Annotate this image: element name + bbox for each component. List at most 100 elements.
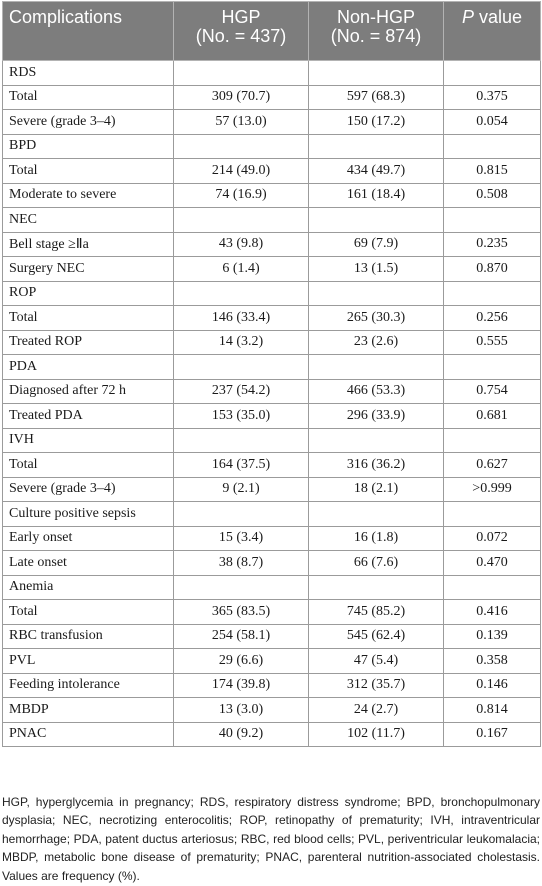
p-value-cell: 0.072 [443, 525, 541, 551]
table-row: Total 309 (70.7) 597 (68.3) 0.375 [2, 84, 541, 110]
table-header: Complications HGP (No. = 437) Non-HGP (N… [2, 1, 541, 61]
non-hgp-value-cell: 24 (2.7) [308, 697, 444, 723]
non-hgp-value-cell: 597 (68.3) [308, 84, 444, 110]
p-value-cell: 0.235 [443, 231, 541, 257]
non-hgp-value-cell: 434 (49.7) [308, 158, 444, 184]
p-value-cell: 0.054 [443, 109, 541, 135]
p-value-cell [443, 207, 541, 233]
row-label-cell: BPD [2, 133, 174, 159]
p-value-cell: 0.814 [443, 697, 541, 723]
header-non-hgp-count: (No. = 874) [330, 26, 422, 46]
non-hgp-value-cell: 102 (11.7) [308, 721, 444, 747]
table-footnote: HGP, hyperglycemia in pregnancy; RDS, re… [2, 795, 540, 883]
header-p-symbol: P [461, 7, 474, 27]
row-label-cell: Total [2, 305, 174, 331]
header-hgp: HGP (No. = 437) [173, 1, 309, 61]
table-row: PNAC 40 (9.2) 102 (11.7) 0.167 [2, 721, 541, 747]
complications-table: Complications HGP (No. = 437) Non-HGP (N… [2, 1, 541, 747]
non-hgp-value-cell: 466 (53.3) [308, 378, 444, 404]
p-value-cell [443, 427, 541, 453]
non-hgp-value-cell: 16 (1.8) [308, 525, 444, 551]
row-label-cell: Early onset [2, 525, 174, 551]
hgp-value-cell: 309 (70.7) [173, 84, 309, 110]
p-value-cell: 0.470 [443, 550, 541, 576]
row-label-cell: Bell stage ≥Ⅱa [2, 231, 174, 257]
table-row: RBC transfusion 254 (58.1) 545 (62.4) 0.139 [2, 623, 541, 649]
table-row: RDS [2, 60, 541, 86]
row-label-cell: PDA [2, 354, 174, 380]
row-label-cell: Treated ROP [2, 329, 174, 355]
table-row: Diagnosed after 72 h 237 (54.2) 466 (53.3)… [2, 378, 541, 404]
hgp-value-cell: 254 (58.1) [173, 623, 309, 649]
table-row: Total 214 (49.0) 434 (49.7) 0.815 [2, 158, 541, 184]
p-value-cell: 0.167 [443, 721, 541, 747]
non-hgp-value-cell [308, 133, 444, 159]
hgp-value-cell: 29 (6.6) [173, 648, 309, 674]
p-value-cell: 0.870 [443, 256, 541, 282]
hgp-value-cell: 164 (37.5) [173, 452, 309, 478]
row-label-cell: ROP [2, 280, 174, 306]
hgp-value-cell [173, 501, 309, 527]
hgp-value-cell [173, 133, 309, 159]
p-value-cell: 0.754 [443, 378, 541, 404]
table-row: MBDP 13 (3.0) 24 (2.7) 0.814 [2, 697, 541, 723]
row-label-cell: Severe (grade 3–4) [2, 476, 174, 502]
hgp-value-cell: 9 (2.1) [173, 476, 309, 502]
p-value-cell [443, 280, 541, 306]
hgp-value-cell [173, 207, 309, 233]
non-hgp-value-cell: 545 (62.4) [308, 623, 444, 649]
p-value-cell [443, 133, 541, 159]
hgp-value-cell: 237 (54.2) [173, 378, 309, 404]
hgp-value-cell: 214 (49.0) [173, 158, 309, 184]
header-non-hgp-label: Non-HGP [336, 7, 416, 27]
p-value-cell: 0.146 [443, 672, 541, 698]
hgp-value-cell: 40 (9.2) [173, 721, 309, 747]
table-row: Feeding intolerance 174 (39.8) 312 (35.7) 0… [2, 672, 541, 698]
row-label-cell: Total [2, 452, 174, 478]
hgp-value-cell: 14 (3.2) [173, 329, 309, 355]
row-label-cell: Surgery NEC [2, 256, 174, 282]
header-row: Complications HGP (No. = 437) Non-HGP (N… [2, 1, 541, 61]
p-value-cell: 0.627 [443, 452, 541, 478]
non-hgp-value-cell: 69 (7.9) [308, 231, 444, 257]
non-hgp-value-cell: 312 (35.7) [308, 672, 444, 698]
non-hgp-value-cell [308, 207, 444, 233]
non-hgp-value-cell: 745 (85.2) [308, 599, 444, 625]
table-row: Severe (grade 3–4) 9 (2.1) 18 (2.1) >0.999 [2, 476, 541, 502]
hgp-value-cell: 365 (83.5) [173, 599, 309, 625]
table-row: IVH [2, 427, 541, 453]
row-label-cell: Culture positive sepsis [2, 501, 174, 527]
header-hgp-label: HGP [221, 7, 261, 27]
row-label-cell: Feeding intolerance [2, 672, 174, 698]
non-hgp-value-cell [308, 574, 444, 600]
table-row: Treated PDA 153 (35.0) 296 (33.9) 0.681 [2, 403, 541, 429]
non-hgp-value-cell: 265 (30.3) [308, 305, 444, 331]
row-label-cell: Diagnosed after 72 h [2, 378, 174, 404]
table-row: NEC [2, 207, 541, 233]
table-row: Total 365 (83.5) 745 (85.2) 0.416 [2, 599, 541, 625]
table-row: Bell stage ≥Ⅱa 43 (9.8) 69 (7.9) 0.235 [2, 231, 541, 257]
non-hgp-value-cell: 316 (36.2) [308, 452, 444, 478]
row-label-cell: Total [2, 158, 174, 184]
row-label-cell: Anemia [2, 574, 174, 600]
table-row: PVL 29 (6.6) 47 (5.4) 0.358 [2, 648, 541, 674]
row-label-cell: Total [2, 599, 174, 625]
non-hgp-value-cell: 66 (7.6) [308, 550, 444, 576]
hgp-value-cell [173, 280, 309, 306]
row-label-cell: PNAC [2, 721, 174, 747]
hgp-value-cell: 15 (3.4) [173, 525, 309, 551]
row-label-cell: MBDP [2, 697, 174, 723]
table-row: Severe (grade 3–4) 57 (13.0) 150 (17.2) 0.0… [2, 109, 541, 135]
hgp-value-cell: 174 (39.8) [173, 672, 309, 698]
non-hgp-value-cell: 13 (1.5) [308, 256, 444, 282]
table-row: Anemia [2, 574, 541, 600]
p-value-cell: 0.555 [443, 329, 541, 355]
hgp-value-cell: 6 (1.4) [173, 256, 309, 282]
p-value-cell: 0.139 [443, 623, 541, 649]
non-hgp-value-cell: 161 (18.4) [308, 182, 444, 208]
hgp-value-cell: 74 (16.9) [173, 182, 309, 208]
row-label-cell: RBC transfusion [2, 623, 174, 649]
non-hgp-value-cell: 296 (33.9) [308, 403, 444, 429]
header-hgp-count: (No. = 437) [195, 26, 287, 46]
hgp-value-cell: 13 (3.0) [173, 697, 309, 723]
